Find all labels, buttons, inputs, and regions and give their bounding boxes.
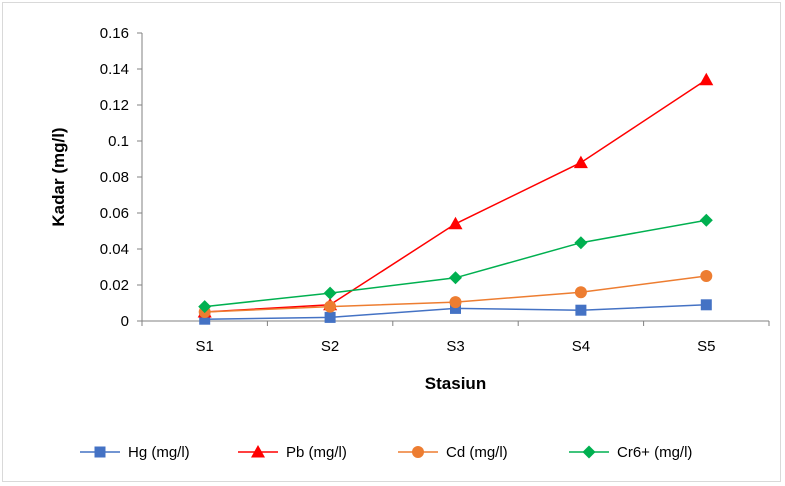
data-point-hg <box>199 313 211 325</box>
series-layer <box>197 72 714 325</box>
y-axis-ticks: 0 0.02 0.04 0.06 0.08 0.1 0.12 0.14 0.16 <box>100 25 142 330</box>
legend-marker-pb <box>251 445 265 458</box>
y-tick-label: 0.12 <box>100 97 129 114</box>
data-point-pb <box>699 72 714 86</box>
series-line-cr6 <box>204 219 707 308</box>
data-point-cr6 <box>449 271 462 285</box>
y-tick-label: 0.08 <box>100 169 129 186</box>
legend-marker-hg <box>94 446 106 458</box>
data-point-cd <box>700 270 713 282</box>
data-point-cd <box>449 296 462 309</box>
y-axis-title: Kadar (mg/l) <box>49 127 68 226</box>
y-tick-label: 0.06 <box>100 205 129 222</box>
x-axis-title: Stasiun <box>425 374 486 393</box>
x-axis-ticks: S1 S2 S3 S4 S5 <box>141 321 770 355</box>
x-tick-label: S4 <box>572 338 590 355</box>
data-point-cr6 <box>699 213 713 227</box>
data-point-hg <box>450 302 461 314</box>
x-tick-label: S2 <box>321 338 339 355</box>
data-point-cr6 <box>574 236 588 250</box>
data-point-pb <box>448 216 463 230</box>
x-tick-label: S1 <box>196 338 214 355</box>
legend-marker-cr6 <box>582 445 596 459</box>
legend-label-hg: Hg (mg/l) <box>128 444 190 461</box>
data-point-cr6 <box>198 300 212 314</box>
data-point-hg <box>324 311 336 323</box>
y-tick-label: 0 <box>121 313 129 330</box>
data-point-hg <box>575 304 587 316</box>
legend-label-cd: Cd (mg/l) <box>446 444 508 461</box>
legend-marker-cd <box>412 446 424 458</box>
data-point-cd <box>574 286 587 299</box>
legend-label-cr6: Cr6+ (mg/l) <box>617 444 692 461</box>
data-point-cd <box>324 300 337 313</box>
data-point-hg <box>700 299 712 311</box>
legend: Hg (mg/l) Pb (mg/l) Cd (mg/l) Cr6+ (mg/l) <box>80 444 692 461</box>
legend-label-pb: Pb (mg/l) <box>286 444 347 461</box>
y-tick-label: 0.14 <box>100 61 129 78</box>
y-tick-label: 0.02 <box>100 277 129 294</box>
y-tick-label: 0.1 <box>108 133 129 150</box>
data-point-pb <box>573 155 588 169</box>
x-tick-label: S5 <box>697 338 715 355</box>
y-tick-label: 0.04 <box>100 241 129 258</box>
y-tick-label: 0.16 <box>100 25 129 42</box>
data-point-cr6 <box>323 286 337 300</box>
x-tick-label: S3 <box>446 338 464 355</box>
